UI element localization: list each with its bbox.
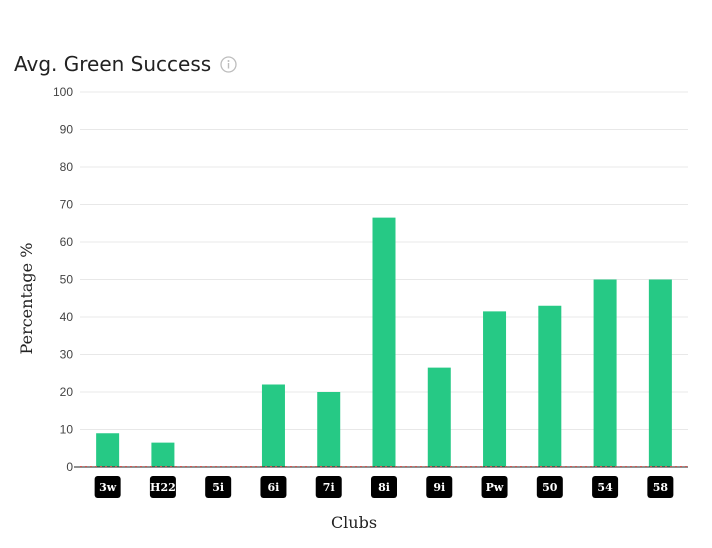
x-tick-label: 58 [653,481,669,494]
bar-Pw [483,311,507,467]
y-tick-label: 0 [66,460,73,474]
x-tick-badge [481,476,508,498]
x-tick-label: H22 [150,481,176,494]
bar-H22 [151,442,175,467]
y-tick-label: 30 [60,348,74,362]
y-tick-label: 40 [60,310,74,324]
bar-3w [96,433,120,467]
y-tick-label: 50 [60,273,74,287]
x-tick-badge [426,476,453,498]
y-tick-label: 70 [60,198,74,212]
y-tick-label: 60 [60,235,74,249]
x-tick-badge [647,476,674,498]
x-tick-badge [94,476,121,498]
y-tick-label: 90 [60,123,74,137]
x-tick-label: 6i [268,481,280,494]
bar-54 [593,279,617,467]
y-tick-label: 80 [60,160,74,174]
x-tick-label: 50 [542,481,558,494]
y-axis-title: Percentage % [17,243,36,355]
y-tick-label: 20 [60,385,74,399]
bar-50 [538,305,562,467]
x-axis-title: Clubs [331,513,377,532]
x-tick-label: 5i [212,481,224,494]
info-circle-icon[interactable] [220,55,237,73]
x-tick-badge [371,476,397,498]
x-tick-badge [536,476,563,498]
x-tick-badge [149,476,176,498]
bar-58 [648,279,672,467]
bar-7i [317,392,341,467]
chart-header: Avg. Green Success [14,52,237,76]
bar-8i [372,217,396,467]
x-tick-label: 3w [99,481,117,494]
y-tick-label: 10 [60,423,74,437]
bar-9i [427,367,451,467]
x-tick-badge [205,476,232,498]
x-tick-label: 8i [378,481,390,494]
x-tick-label: 9i [433,481,445,494]
x-tick-badge [315,476,342,498]
x-tick-badge [592,476,619,498]
x-tick-label: Pw [486,481,504,494]
y-tick-label: 100 [53,85,73,99]
chart-title: Avg. Green Success [14,52,212,76]
x-tick-badge [260,476,287,498]
x-tick-label: 54 [597,481,613,494]
bar-6i [261,384,285,467]
x-tick-label: 7i [323,481,335,494]
